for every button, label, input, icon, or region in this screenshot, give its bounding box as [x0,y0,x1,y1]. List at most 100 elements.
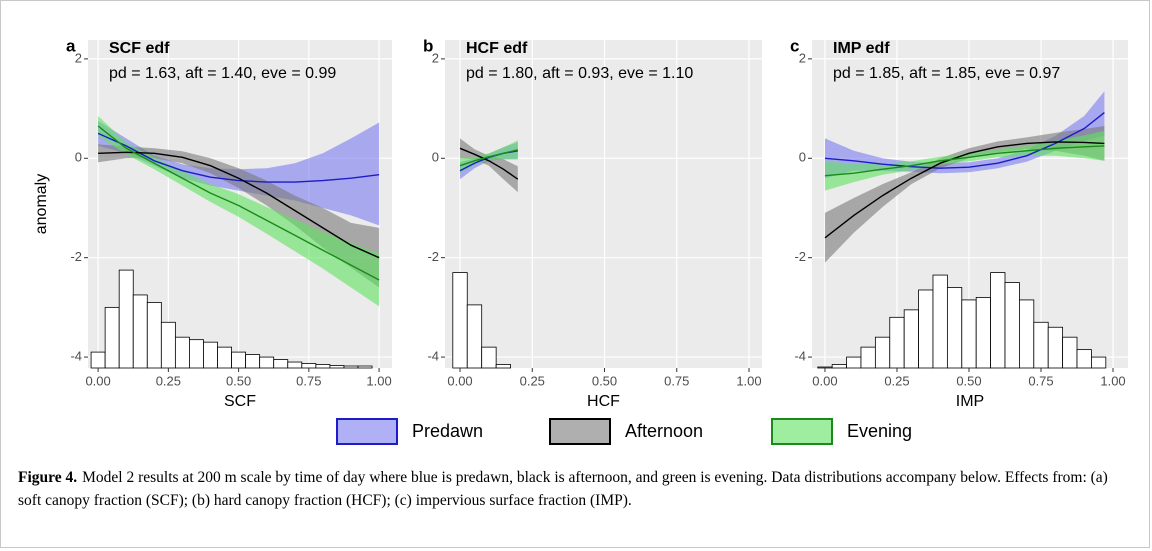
caption-label: Figure 4. [18,469,78,486]
histogram-bar [329,365,345,369]
x-tick-label: 0.50 [956,373,981,388]
series [98,144,380,288]
line [824,141,1105,239]
legend-label: Predawn [412,421,483,441]
x-tick-label: 0.25 [884,373,909,388]
confidence-band [98,116,380,307]
x-axis-title: SCF [224,393,256,410]
histogram-bar [343,365,359,369]
histogram-bar [273,359,289,369]
histogram-bar [315,364,331,369]
histogram-bar [975,297,991,369]
y-tick-label: 0 [75,150,82,165]
histogram-bar [903,309,919,369]
histogram-bar [1004,282,1020,369]
panel-subtitle: pd = 1.85, aft = 1.85, eve = 0.97 [833,65,1060,82]
histogram-bar [860,346,876,369]
histogram-bar [932,274,948,369]
figure: -4 -2 0 2 0.00 0.25 0.50 0.75 1.00 SCF anomaly a SCF… [33,36,1128,445]
histogram-bar [287,361,303,369]
histogram-bar [301,363,317,369]
line [97,132,380,183]
histogram-bar [495,364,511,369]
legend-key [549,418,611,445]
line [459,147,519,180]
series [825,130,1105,191]
y-tick-label: -4 [794,349,806,364]
y-tick-label: -4 [427,349,439,364]
x-tick-label: 0.25 [156,373,181,388]
histogram-bar [189,339,204,369]
caption: Figure 4. Model 2 results at 200 m scale … [18,466,1118,512]
line [98,151,380,259]
panel-label: a [66,36,76,55]
x-tick-label: 0.00 [447,373,472,388]
x-tick-label: 0.75 [296,373,321,388]
panel-subtitle: pd = 1.63, aft = 1.40, eve = 0.99 [109,65,336,82]
histogram-bar [1047,326,1064,369]
y-tick-label: -2 [794,249,806,264]
histogram-bar [259,356,275,369]
line [824,145,1105,177]
y-tick-label: 2 [75,50,82,65]
confidence-band [98,144,380,288]
histogram-bar [846,356,862,369]
histogram-bar [831,364,847,369]
histogram-bar [160,321,176,369]
y-tick-label: 0 [799,150,806,165]
y-tick-label: 0 [432,150,439,165]
x-axis-title: HCF [587,393,620,410]
confidence-band [825,130,1105,191]
x-tick-label: 0.75 [1028,373,1053,388]
histogram-bar [481,346,497,369]
legend-key [771,418,833,445]
histogram-bar [874,336,891,369]
caption-text: Model 2 results at 200 m scale by time o… [18,469,1108,509]
x-tick-label: 0.50 [226,373,251,388]
panel-label: b [423,36,433,55]
x-tick-label: 0.50 [592,373,617,388]
panel-subtitle: pd = 1.80, aft = 0.93, eve = 1.10 [466,65,693,82]
x-tick-label: 1.00 [1100,373,1125,388]
series [460,138,518,193]
histogram-bar [203,341,218,369]
histogram-bar [1091,356,1107,369]
confidence-band [460,138,518,193]
histogram-bar [817,366,833,369]
histogram-bar [990,272,1006,369]
y-tick-label: 2 [432,50,439,65]
series [825,91,1105,179]
x-tick-label: 1.00 [736,373,761,388]
legend-label: Evening [847,421,912,441]
legend-key [336,418,398,445]
histogram-bar [104,306,120,369]
histogram-bar [946,287,963,369]
plot-background [445,40,762,368]
line [824,112,1105,169]
y-axis-title: anomaly [33,174,50,234]
histogram-bar [357,365,373,369]
histogram-bar [961,299,977,369]
histogram-bar [452,272,468,369]
x-tick-label: 0.25 [520,373,545,388]
histogram-bar [245,354,261,369]
histogram-bar [1076,349,1092,369]
histogram-bar [118,269,134,369]
histogram-bar [231,351,247,369]
histogram-bar [217,346,232,369]
panel-title: HCF edf [466,40,528,57]
histogram-bar [1062,336,1078,369]
line [97,125,380,281]
histogram-bar [132,294,148,369]
y-tick-label: -2 [427,249,439,264]
series [98,116,380,307]
x-tick-label: 0.00 [812,373,837,388]
histogram-bar [466,304,483,369]
x-axis-title: IMP [956,393,984,410]
y-tick-label: 2 [799,50,806,65]
histogram-bar [146,301,162,369]
histogram-bar [1019,299,1035,369]
x-tick-label: 1.00 [366,373,391,388]
